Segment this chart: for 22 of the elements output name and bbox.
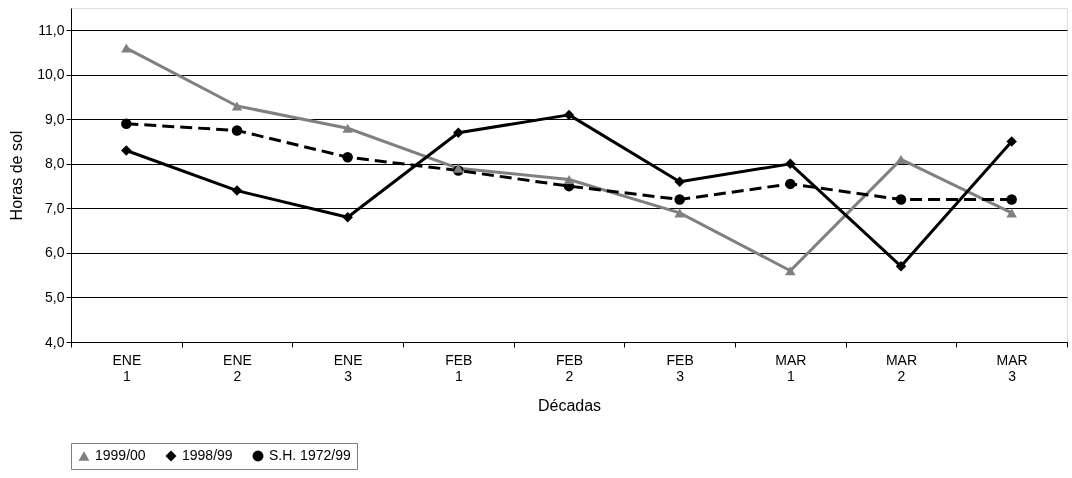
x-tick-label: MAR 2 bbox=[885, 351, 918, 384]
y-tick-label: 8,0 bbox=[45, 155, 65, 172]
y-tick-label: 10,0 bbox=[37, 66, 65, 83]
y-tick-label: 4,0 bbox=[45, 333, 65, 350]
x-tick-label: FEB 3 bbox=[666, 351, 694, 384]
x-tick-label: MAR 3 bbox=[996, 351, 1028, 384]
y-tick-label: 9,0 bbox=[45, 110, 65, 127]
x-tick-label: FEB 2 bbox=[555, 351, 584, 384]
legend-label: S.H. 1972/99 bbox=[269, 447, 351, 463]
x-tick-label: FEB 1 bbox=[445, 351, 473, 384]
legend-label: 1999/00 bbox=[95, 447, 146, 463]
y-tick-label: 6,0 bbox=[45, 244, 65, 261]
x-tick-label: ENE 3 bbox=[333, 351, 363, 384]
x-tick-label: ENE 2 bbox=[223, 351, 252, 384]
y-tick-label: 5,0 bbox=[45, 288, 65, 305]
y-tick-label: 11,0 bbox=[38, 21, 65, 38]
y-tick-label: 7,0 bbox=[45, 199, 65, 216]
y-axis-title: Horas de sol bbox=[8, 130, 26, 221]
legend-label: 1998/99 bbox=[182, 447, 233, 463]
x-axis-title: Décadas bbox=[537, 396, 602, 414]
x-tick-label: ENE 1 bbox=[112, 351, 142, 384]
x-tick-label: MAR 1 bbox=[775, 351, 807, 384]
